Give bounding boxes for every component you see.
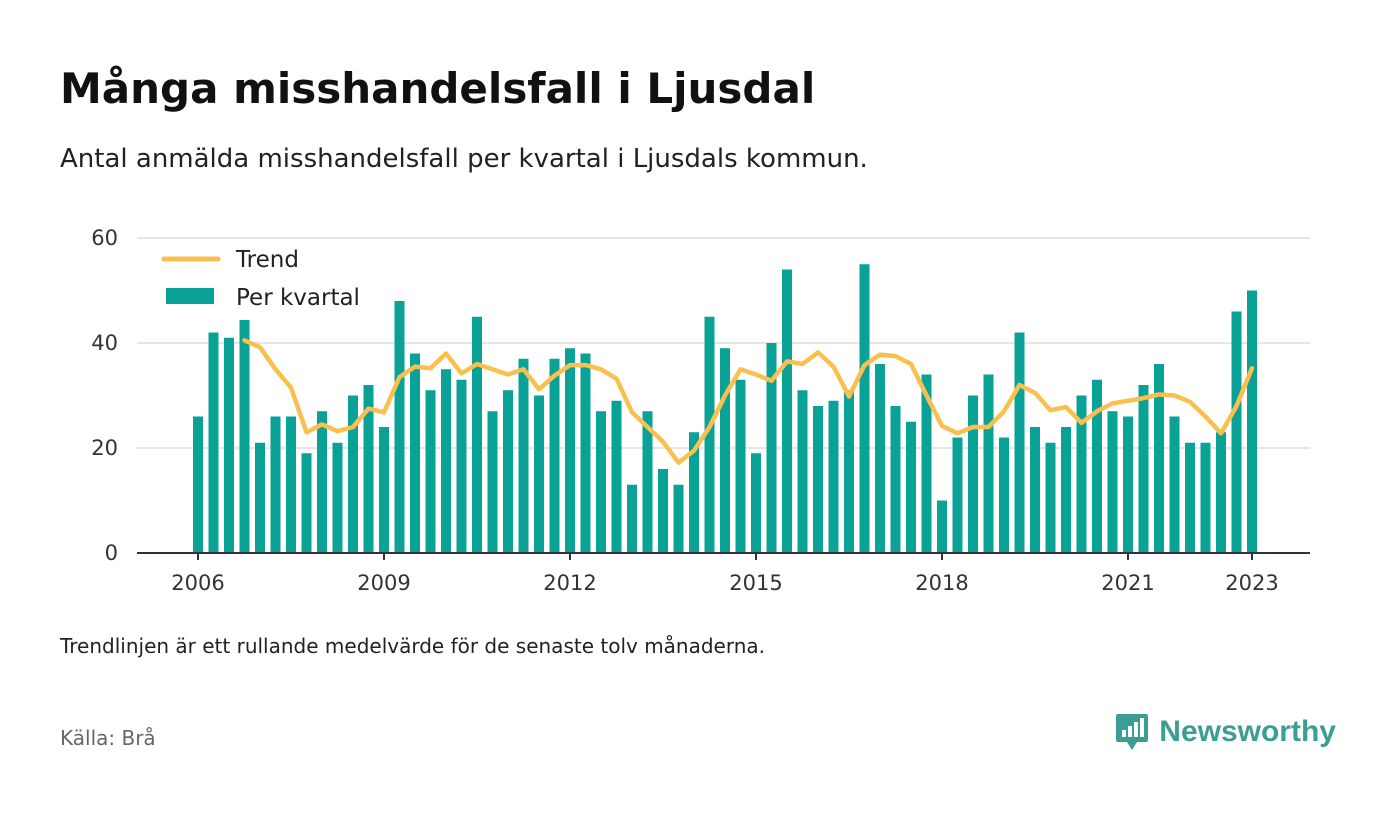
bar — [193, 416, 203, 553]
bar — [1138, 385, 1149, 553]
bar — [642, 411, 653, 553]
bar — [363, 385, 374, 553]
bar — [766, 343, 777, 553]
trend-series — [242, 338, 1255, 465]
bar — [580, 353, 591, 553]
bar — [673, 484, 684, 553]
y-tick-label: 40 — [91, 331, 118, 355]
bar — [937, 500, 947, 553]
bar — [704, 316, 715, 553]
bar — [1169, 416, 1180, 553]
bar — [255, 442, 265, 553]
bar — [1061, 427, 1071, 553]
x-tick-label: 2006 — [171, 571, 224, 595]
bar — [348, 395, 358, 553]
bar — [224, 337, 234, 553]
x-tick-label: 2015 — [729, 571, 782, 595]
bar — [859, 264, 870, 553]
bar — [1200, 442, 1211, 553]
bar — [751, 453, 761, 553]
bar — [425, 390, 436, 553]
legend-bar-label: Per kvartal — [236, 285, 360, 311]
y-tick-label: 20 — [91, 436, 118, 460]
bar — [534, 395, 544, 553]
bar — [968, 395, 978, 553]
bar — [1154, 364, 1164, 553]
bar — [952, 437, 963, 553]
bar — [1076, 395, 1087, 553]
bar — [1092, 379, 1102, 553]
legend: Trend Per kvartal — [150, 240, 370, 320]
bar — [627, 484, 637, 553]
bar — [518, 358, 529, 553]
bar — [301, 453, 312, 553]
legend-bar-swatch — [166, 288, 214, 304]
bar — [735, 379, 746, 553]
bar — [720, 348, 730, 553]
bar — [1123, 416, 1133, 553]
x-tick-label: 2012 — [543, 571, 596, 595]
bar — [441, 369, 451, 553]
trend-line — [242, 338, 1255, 465]
bar — [379, 427, 389, 553]
y-tick-label: 0 — [105, 541, 118, 565]
bar — [270, 416, 281, 553]
y-tick-label: 60 — [91, 226, 118, 250]
bar — [875, 364, 885, 553]
y-axis-ticks: 0 20 40 60 — [91, 226, 118, 565]
bar — [208, 332, 219, 553]
x-tick-label: 2021 — [1101, 571, 1154, 595]
x-tick-label: 2023 — [1225, 571, 1278, 595]
bar — [782, 269, 792, 553]
chart-subtitle: Antal anmälda misshandelsfall per kvarta… — [60, 144, 868, 174]
bar — [410, 353, 420, 553]
bar — [317, 411, 327, 553]
bar — [456, 379, 467, 553]
bar-series — [193, 264, 1257, 553]
bar — [596, 411, 606, 553]
bar — [286, 416, 296, 553]
x-axis-ticks: 2006 2009 2012 2015 2018 2021 2023 — [171, 553, 1279, 595]
bar — [999, 437, 1009, 553]
source-credit: Källa: Brå — [60, 726, 156, 750]
chart-title: Många misshandelsfall i Ljusdal — [60, 64, 816, 113]
legend-background — [150, 240, 370, 320]
bar — [906, 421, 916, 553]
footnote: Trendlinjen är ett rullande medelvärde f… — [60, 634, 766, 658]
bar — [890, 406, 901, 553]
bar — [472, 316, 482, 553]
bar — [239, 274, 250, 553]
bar — [921, 374, 932, 553]
bar — [797, 390, 808, 553]
legend-trend-label: Trend — [235, 247, 299, 273]
bar — [332, 442, 343, 553]
bar — [1216, 432, 1226, 553]
x-tick-label: 2018 — [915, 571, 968, 595]
brand-name: Newsworthy — [1159, 715, 1336, 748]
bar — [549, 358, 560, 553]
bar — [1231, 311, 1242, 553]
bar — [1107, 411, 1118, 553]
chart: 0 20 40 60 2006 2009 2012 2015 2018 2021 2023 Tre… — [91, 226, 1310, 595]
bar — [1045, 442, 1056, 553]
bar — [1030, 427, 1040, 553]
bar — [844, 390, 854, 553]
bar — [487, 411, 498, 553]
bar — [689, 432, 699, 553]
bar — [394, 301, 405, 553]
bar — [503, 390, 513, 553]
newsworthy-logo-icon — [1116, 714, 1149, 750]
bar — [611, 400, 622, 553]
bar — [828, 400, 839, 553]
bar — [565, 348, 575, 553]
bar — [1014, 332, 1025, 553]
bar — [813, 406, 823, 553]
bar — [983, 374, 994, 553]
bar — [1185, 442, 1195, 553]
bar — [1247, 290, 1257, 553]
brand: Newsworthy — [1115, 712, 1336, 752]
bar — [658, 469, 668, 553]
x-tick-label: 2009 — [357, 571, 410, 595]
